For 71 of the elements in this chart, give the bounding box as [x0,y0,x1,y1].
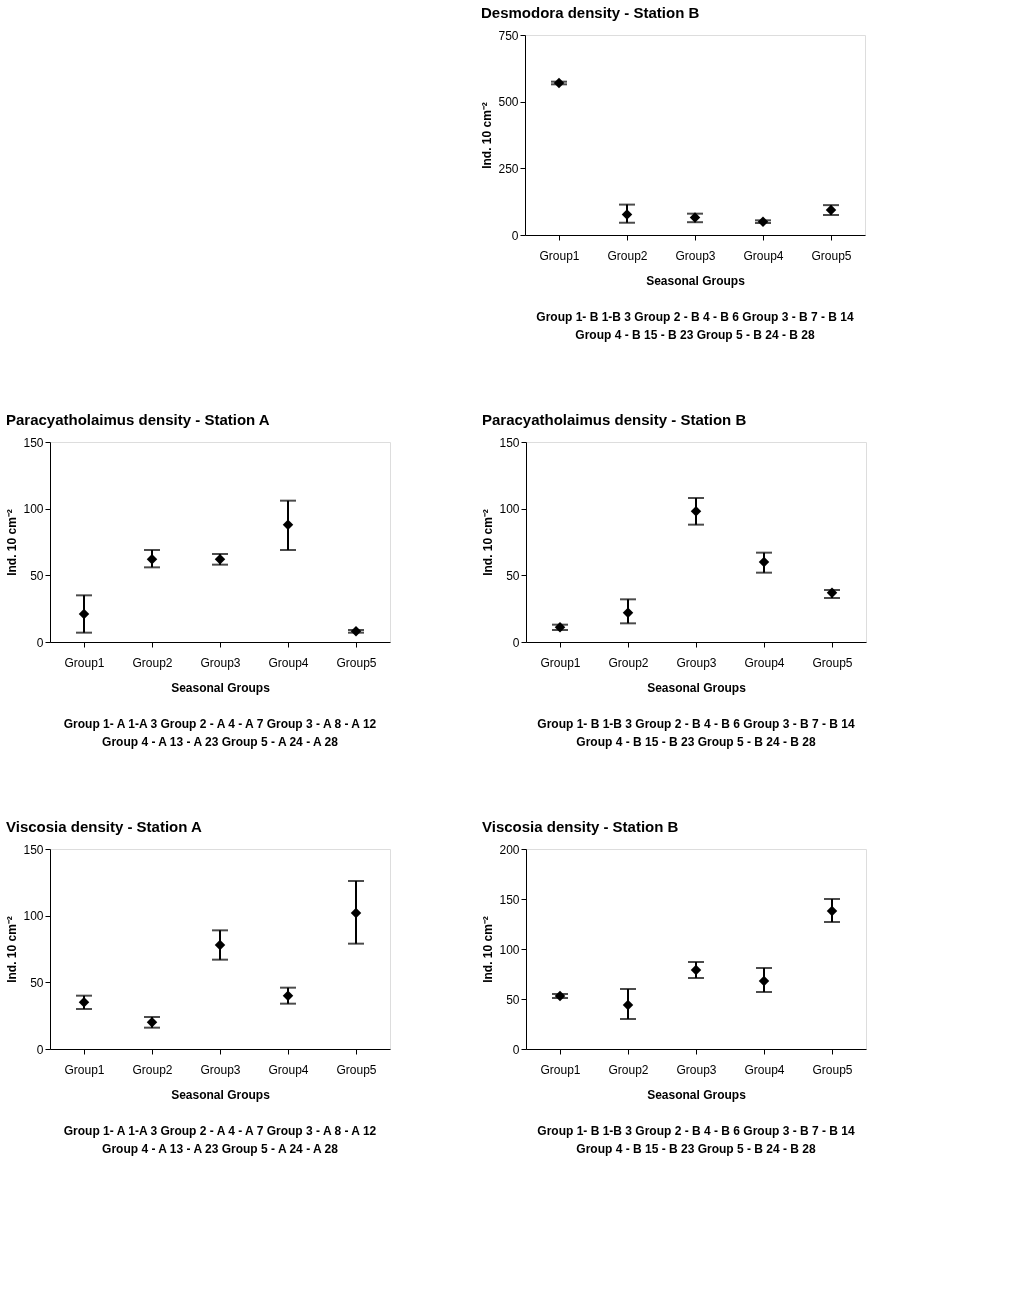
x-tick-label: Group2 [132,655,173,670]
text: Group 1- A 1-A 3 Group 2 - A 4 - A 7 Group 3 - A 8 - A 12 [63,1124,377,1138]
x-tick-label: Group5 [811,248,852,263]
x-axis-title: Seasonal Groups [646,273,746,288]
text: Group 1- B 1-B 3 Group 2 - B 4 - B 6 Group 3 - B 7 - B 14 [536,310,855,324]
y-tick-label: 750 [498,28,519,43]
x-tick-label: Group4 [743,248,784,263]
y-axis-title: Ind. 10 cm⁻² [5,916,20,983]
x-tick-label: Group4 [268,1062,309,1077]
x-tick-label: Group2 [608,655,649,670]
y-axis-title: Ind. 10 cm⁻² [481,509,496,576]
x-tick-label: Group4 [744,655,785,670]
x-tick-label: Group1 [539,248,580,263]
text: Group 1- A 1-A 3 Group 2 - A 4 - A 7 Group 3 - A 8 - A 12 [63,717,377,731]
y-tick-label: 200 [499,842,520,857]
chart-title: Desmodora density - Station B [480,4,700,21]
text: Group 4 - B 15 - B 23 Group 5 - B 24 - B 28 [576,1142,817,1156]
text: Group 4 - A 13 - A 23 Group 5 - A 24 - A 28 [102,1142,339,1156]
y-tick-label: 0 [36,1042,44,1057]
y-axis-title: Ind. 10 cm⁻² [5,509,20,576]
x-tick-label: Group4 [268,655,309,670]
y-tick-label: 150 [23,435,44,450]
y-tick-label: 0 [36,635,44,650]
x-tick-label: Group1 [540,655,581,670]
y-tick-label: 50 [506,568,520,583]
x-axis-title: Seasonal Groups [171,1087,271,1102]
x-tick-label: Group2 [608,1062,649,1077]
x-tick-label: Group1 [64,1062,105,1077]
y-tick-label: 50 [506,992,520,1007]
y-tick-label: 250 [498,161,519,176]
y-tick-label: 0 [512,635,520,650]
y-axis-title: Ind. 10 cm⁻² [480,102,495,169]
text: Group 1- B 1-B 3 Group 2 - B 4 - B 6 Group 3 - B 7 - B 14 [537,1124,856,1138]
y-tick-label: 150 [23,842,44,857]
x-axis-title: Seasonal Groups [171,680,271,695]
x-axis-title: Seasonal Groups [647,1087,747,1102]
y-tick-label: 100 [499,942,520,957]
x-tick-label: Group3 [676,655,717,670]
x-tick-label: Group3 [200,1062,241,1077]
y-tick-label: 50 [30,975,44,990]
y-axis-title: Ind. 10 cm⁻² [481,916,496,983]
y-tick-label: 100 [23,909,44,924]
x-tick-label: Group3 [200,655,241,670]
chart-title: Viscosia density - Station A [5,818,203,835]
x-tick-label: Group3 [675,248,716,263]
x-tick-label: Group2 [607,248,648,263]
y-tick-label: 150 [499,435,520,450]
x-tick-label: Group2 [132,1062,173,1077]
y-tick-label: 100 [23,502,44,517]
x-axis-title: Seasonal Groups [647,680,747,695]
x-tick-label: Group1 [64,655,105,670]
chart-title: Viscosia density - Station B [481,818,679,835]
y-tick-label: 50 [30,568,44,583]
y-tick-label: 500 [498,95,519,110]
text: Group 4 - B 15 - B 23 Group 5 - B 24 - B 28 [575,328,816,342]
text: Group 4 - A 13 - A 23 Group 5 - A 24 - A 28 [102,735,339,749]
text: Group 1- B 1-B 3 Group 2 - B 4 - B 6 Group 3 - B 7 - B 14 [537,717,856,731]
x-tick-label: Group5 [336,655,377,670]
chart-title: Paracyatholaimus density - Station B [481,411,747,428]
x-tick-label: Group5 [812,1062,853,1077]
text: Group 4 - B 15 - B 23 Group 5 - B 24 - B 28 [576,735,817,749]
x-tick-label: Group5 [812,655,853,670]
y-tick-label: 150 [499,892,520,907]
chart-title: Paracyatholaimus density - Station A [5,411,270,428]
y-tick-label: 0 [511,228,519,243]
x-tick-label: Group1 [540,1062,581,1077]
y-tick-label: 100 [499,502,520,517]
x-tick-label: Group4 [744,1062,785,1077]
y-tick-label: 0 [512,1042,520,1057]
x-tick-label: Group5 [336,1062,377,1077]
x-tick-label: Group3 [676,1062,717,1077]
